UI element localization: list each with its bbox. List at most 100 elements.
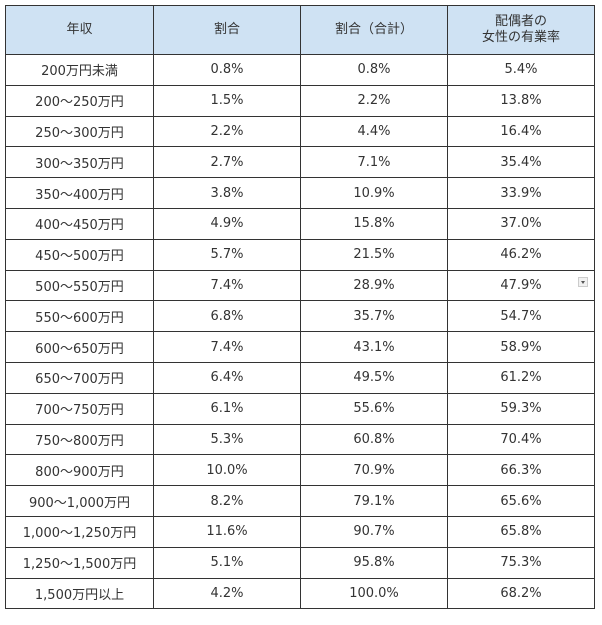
header-label: 配偶者の — [494, 14, 547, 29]
ratio-cell: 2.2% — [153, 115, 301, 148]
cumulative-cell: 70.9% — [300, 454, 448, 487]
income-cell: 900～1,000万円 — [5, 485, 154, 517]
header-row: 年収 割合 割合（合計） 配偶者の 女性の有業率 — [5, 5, 595, 55]
header-income: 年収 — [5, 5, 154, 55]
cumulative-cell: 2.2% — [300, 84, 448, 117]
income-cell: 250～300万円 — [5, 115, 154, 148]
income-cell: 400～450万円 — [5, 207, 154, 240]
income-cell: 750～800万円 — [5, 423, 154, 456]
income-cell: 200万円未満 — [5, 54, 154, 86]
ratio-cell: 4.2% — [153, 577, 301, 610]
income-cell: 350～400万円 — [5, 177, 154, 209]
cumulative-cell: 7.1% — [300, 146, 448, 179]
employment-rate-cell: 65.6% — [447, 485, 595, 517]
header-label: 割合（合計） — [334, 22, 413, 37]
ratio-cell: 5.3% — [153, 423, 301, 456]
table-row: 1,500万円以上 4.2% 100.0% 68.2% — [5, 577, 595, 610]
employment-rate-cell: 33.9% — [447, 177, 595, 209]
employment-rate-cell: 16.4% — [447, 115, 595, 148]
header-ratio: 割合 — [153, 5, 301, 55]
employment-rate-cell: 61.2% — [447, 361, 595, 394]
cumulative-cell: 15.8% — [300, 207, 448, 240]
ratio-cell: 7.4% — [153, 269, 301, 302]
table-row: 550～600万円 6.8% 35.7% 54.7% — [5, 300, 595, 333]
ratio-cell: 5.7% — [153, 238, 301, 271]
employment-rate-cell: 66.3% — [447, 454, 595, 487]
income-cell: 300～350万円 — [5, 146, 154, 179]
header-label: 割合 — [213, 22, 240, 37]
header-spouse-employment: 配偶者の 女性の有業率 — [447, 5, 595, 55]
cumulative-cell: 79.1% — [300, 485, 448, 517]
table-row: 200万円未満 0.8% 0.8% 5.4% — [5, 54, 595, 86]
ratio-cell: 0.8% — [153, 54, 301, 86]
income-cell: 800～900万円 — [5, 454, 154, 487]
income-cell: 650～700万円 — [5, 361, 154, 394]
ratio-cell: 2.7% — [153, 146, 301, 179]
employment-rate-cell: 47.9% — [447, 269, 595, 302]
cumulative-cell: 35.7% — [300, 300, 448, 333]
ratio-cell: 4.9% — [153, 207, 301, 240]
employment-rate-cell: 70.4% — [447, 423, 595, 456]
table-row: 250～300万円 2.2% 4.4% 16.4% — [5, 115, 595, 148]
ratio-cell: 7.4% — [153, 331, 301, 363]
table-row: 1,000～1,250万円 11.6% 90.7% 65.8% — [5, 515, 595, 548]
ratio-cell: 11.6% — [153, 515, 301, 548]
header-label: 女性の有業率 — [481, 30, 560, 45]
ratio-cell: 10.0% — [153, 454, 301, 487]
table-row: 350～400万円 3.8% 10.9% 33.9% — [5, 177, 595, 209]
cumulative-cell: 0.8% — [300, 54, 448, 86]
cell-value: 47.9% — [500, 277, 542, 293]
income-cell: 1,500万円以上 — [5, 577, 154, 610]
table-row: 200～250万円 1.5% 2.2% 13.8% — [5, 84, 595, 117]
table-row: 400～450万円 4.9% 15.8% 37.0% — [5, 207, 595, 240]
employment-rate-cell: 46.2% — [447, 238, 595, 271]
income-cell: 200～250万円 — [5, 84, 154, 117]
employment-rate-cell: 5.4% — [447, 54, 595, 86]
ratio-cell: 5.1% — [153, 546, 301, 579]
table-row: 600～650万円 7.4% 43.1% 58.9% — [5, 331, 595, 363]
employment-rate-cell: 68.2% — [447, 577, 595, 610]
cumulative-cell: 28.9% — [300, 269, 448, 302]
employment-rate-cell: 54.7% — [447, 300, 595, 333]
table-row: 450～500万円 5.7% 21.5% 46.2% — [5, 238, 595, 271]
cumulative-cell: 43.1% — [300, 331, 448, 363]
ratio-cell: 1.5% — [153, 84, 301, 117]
cumulative-cell: 10.9% — [300, 177, 448, 209]
employment-rate-cell: 75.3% — [447, 546, 595, 579]
cumulative-cell: 21.5% — [300, 238, 448, 271]
employment-rate-cell: 35.4% — [447, 146, 595, 179]
header-cumulative: 割合（合計） — [300, 5, 448, 55]
ratio-cell: 3.8% — [153, 177, 301, 209]
income-cell: 550～600万円 — [5, 300, 154, 333]
cumulative-cell: 95.8% — [300, 546, 448, 579]
table-row: 500～550万円 7.4% 28.9% 47.9% — [5, 269, 595, 302]
ratio-cell: 8.2% — [153, 485, 301, 517]
table-row: 750～800万円 5.3% 60.8% 70.4% — [5, 423, 595, 456]
income-cell: 1,000～1,250万円 — [5, 515, 154, 548]
cumulative-cell: 55.6% — [300, 392, 448, 425]
table-row: 800～900万円 10.0% 70.9% 66.3% — [5, 454, 595, 487]
header-label: 年収 — [66, 22, 93, 37]
employment-rate-cell: 13.8% — [447, 84, 595, 117]
income-cell: 600～650万円 — [5, 331, 154, 363]
ratio-cell: 6.1% — [153, 392, 301, 425]
employment-rate-cell: 37.0% — [447, 207, 595, 240]
table-row: 650～700万円 6.4% 49.5% 61.2% — [5, 361, 595, 394]
table-row: 1,250～1,500万円 5.1% 95.8% 75.3% — [5, 546, 595, 579]
table-row: 900～1,000万円 8.2% 79.1% 65.6% — [5, 485, 595, 517]
dropdown-arrow-icon[interactable] — [578, 276, 588, 287]
income-table: 年収 割合 割合（合計） 配偶者の 女性の有業率 200万円未満 0.8% 0.8% 5… — [5, 5, 595, 610]
table-row: 700～750万円 6.1% 55.6% 59.3% — [5, 392, 595, 425]
table-row: 300～350万円 2.7% 7.1% 35.4% — [5, 146, 595, 179]
cumulative-cell: 49.5% — [300, 361, 448, 394]
employment-rate-cell: 59.3% — [447, 392, 595, 425]
employment-rate-cell: 65.8% — [447, 515, 595, 548]
cumulative-cell: 4.4% — [300, 115, 448, 148]
income-cell: 500～550万円 — [5, 269, 154, 302]
cumulative-cell: 90.7% — [300, 515, 448, 548]
ratio-cell: 6.4% — [153, 361, 301, 394]
income-cell: 450～500万円 — [5, 238, 154, 271]
cumulative-cell: 60.8% — [300, 423, 448, 456]
cumulative-cell: 100.0% — [300, 577, 448, 610]
income-cell: 1,250～1,500万円 — [5, 546, 154, 579]
